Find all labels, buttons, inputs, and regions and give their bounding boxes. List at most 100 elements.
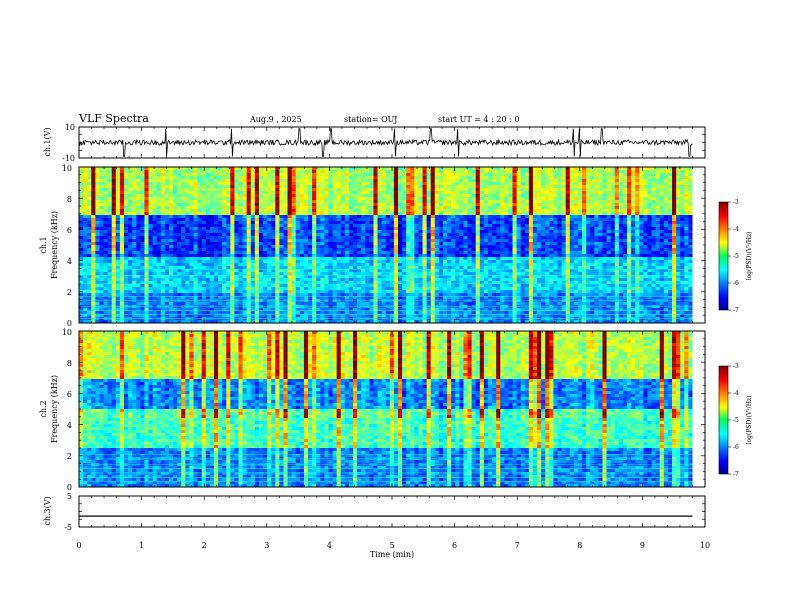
spectrogram-cell — [573, 209, 579, 213]
spectrogram-cell — [234, 200, 240, 204]
spectrogram-cell — [483, 230, 489, 234]
spectrogram-cell — [512, 239, 518, 243]
spectrogram-cell — [353, 236, 358, 240]
spectrogram-cell — [434, 230, 440, 234]
spectrogram-cell — [123, 239, 129, 243]
spectrogram-cell — [532, 176, 538, 180]
spectrogram-cell — [393, 221, 399, 225]
spectrogram-cell — [230, 179, 236, 183]
spectrogram-cell — [218, 170, 223, 174]
spectrogram-cell — [504, 260, 510, 264]
spectrogram-cell — [516, 260, 522, 264]
spectrogram-cell — [103, 188, 109, 192]
spectrogram-cell — [553, 227, 559, 231]
spectrogram-cell — [328, 215, 334, 219]
spectrogram-cell — [688, 215, 694, 219]
spectrogram-cell — [577, 206, 583, 210]
spectrogram-cell — [111, 206, 117, 210]
spectrogram-cell — [152, 218, 158, 222]
spectrogram-cell — [545, 194, 550, 198]
spectrogram-cell — [483, 221, 489, 225]
spectrogram-cell — [177, 185, 182, 189]
spectrogram-cell — [189, 245, 195, 249]
spectrogram-cell — [504, 218, 510, 222]
spectrogram-cell — [561, 254, 567, 258]
spectrogram-cell — [561, 167, 567, 171]
spectrogram-cell — [663, 251, 669, 255]
spectrogram-cell — [447, 224, 452, 228]
spectrogram-cell — [328, 194, 334, 198]
spectrogram-cell — [328, 236, 334, 240]
spectrogram-cell — [443, 188, 448, 192]
spectrogram-cell — [152, 242, 158, 246]
spectrogram-cell — [627, 221, 632, 225]
spectrogram-cell — [336, 185, 342, 189]
spectrogram-cell — [622, 245, 628, 249]
spectrogram-cell — [373, 176, 379, 180]
spectrogram-cell — [672, 191, 677, 195]
spectrogram-cell — [160, 206, 166, 210]
spectrogram-cell — [365, 236, 370, 240]
spectrogram-cell — [250, 194, 256, 198]
spectrogram-cell — [516, 191, 522, 195]
spectrogram-cell — [242, 179, 248, 183]
spectrogram-cell — [516, 179, 522, 183]
spectrogram-cell — [504, 200, 510, 204]
spectrogram-cell — [508, 215, 514, 219]
spectrogram-cell — [316, 239, 321, 243]
spectrogram-cell — [393, 173, 399, 177]
spectrogram-cell — [577, 230, 583, 234]
spectrogram-cell — [258, 215, 264, 219]
spectrogram-cell — [201, 236, 207, 240]
spectrogram-cell — [389, 200, 395, 204]
spectrogram-cell — [557, 170, 563, 174]
spectrogram-cell — [565, 233, 571, 237]
spectrogram-cell — [577, 176, 583, 180]
spectrogram-cell — [254, 242, 260, 246]
spectrogram-cell — [684, 182, 689, 186]
spectrogram-cell — [635, 263, 640, 267]
spectrogram-cell — [111, 197, 117, 201]
spectrogram-cell — [443, 200, 448, 204]
spectrogram-cell — [569, 167, 575, 171]
spectrogram-cell — [222, 212, 227, 216]
spectrogram-cell — [565, 248, 571, 252]
spectrogram-cell — [361, 179, 366, 183]
spectrogram-cell — [132, 263, 137, 267]
spectrogram-cell — [164, 230, 170, 234]
spectrogram-cell — [622, 176, 628, 180]
spectrogram-cell — [549, 263, 555, 267]
spectrogram-cell — [553, 212, 559, 216]
spectrogram-cell — [487, 197, 493, 201]
spectrogram-cell — [218, 197, 223, 201]
spectrogram-cell — [357, 185, 362, 189]
spectrogram-cell — [520, 185, 526, 189]
spectrogram-cell — [299, 248, 305, 252]
spectrogram-cell — [512, 221, 518, 225]
spectrogram-cell — [365, 197, 370, 201]
spectrogram-cell — [103, 212, 109, 216]
spectrogram-cell — [471, 224, 477, 228]
spectrogram-cell — [627, 224, 632, 228]
spectrogram-cell — [512, 224, 518, 228]
spectrogram-cell — [177, 209, 182, 213]
spectrogram-cell — [557, 212, 563, 216]
spectrogram-cell — [389, 188, 395, 192]
spectrogram-cell — [680, 218, 685, 222]
spectrogram-cell — [541, 209, 546, 213]
spectrogram-cell — [577, 167, 583, 171]
spectrogram-cell — [381, 236, 387, 240]
spectrogram-cell — [385, 260, 391, 264]
spectrogram-cell — [254, 221, 260, 225]
spectrogram-cell — [209, 233, 215, 237]
spectrogram-cell — [479, 212, 485, 216]
spectrogram-cell — [663, 218, 669, 222]
spectrogram-cell — [680, 224, 685, 228]
spectrogram-cell — [361, 206, 366, 210]
spectrogram-cell — [168, 209, 174, 213]
spectrogram-cell — [279, 230, 285, 234]
spectrogram-cell — [340, 200, 346, 204]
spectrogram-cell — [443, 218, 448, 222]
spectrogram-cell — [577, 221, 583, 225]
spectrogram-cell — [467, 176, 473, 180]
